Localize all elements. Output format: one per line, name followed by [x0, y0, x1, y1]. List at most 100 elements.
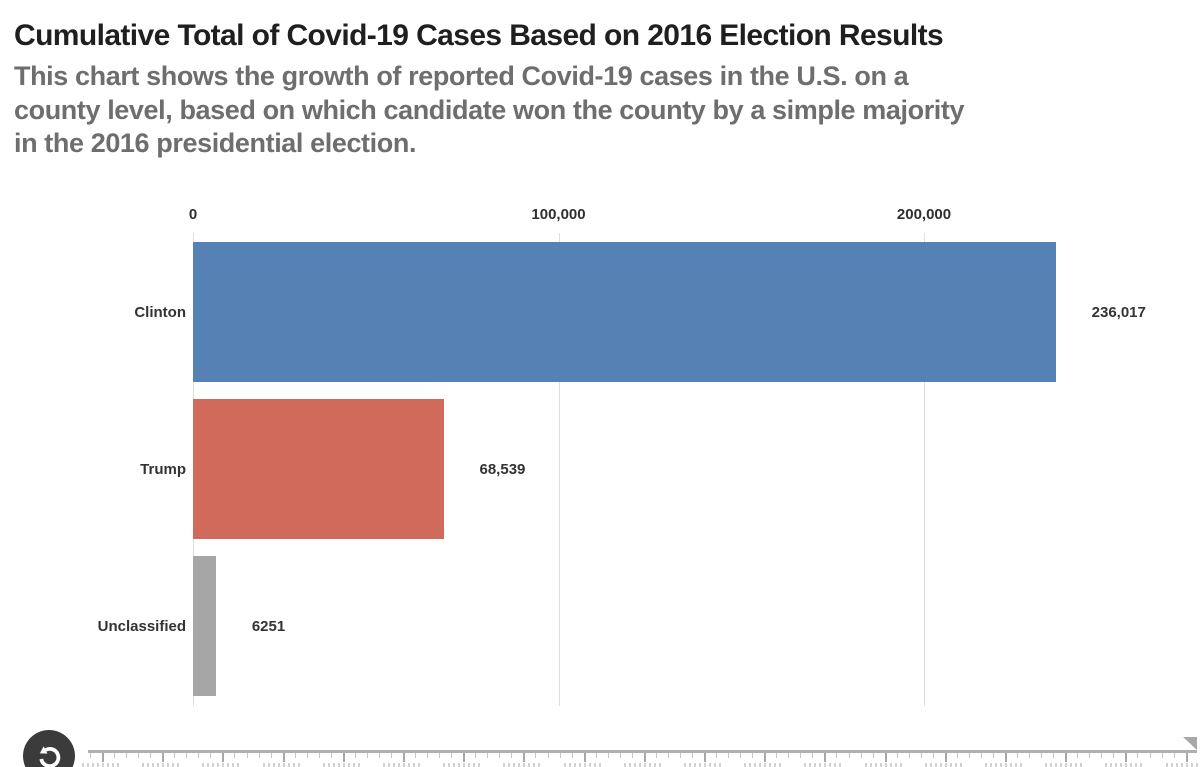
- timeline-tick-major: [944, 753, 947, 762]
- timeline-tick-major: [282, 753, 285, 762]
- gridline: [924, 233, 925, 706]
- bar-clinton: [193, 242, 1056, 382]
- timeline-tick-major: [162, 753, 165, 762]
- timeline-tick-minor: [776, 753, 778, 758]
- timeline-tick-minor: [487, 753, 489, 758]
- timeline-ruler[interactable]: [88, 750, 1197, 753]
- timeline-tick-minor: [872, 753, 874, 758]
- timeline-tick-minor: [1161, 753, 1163, 758]
- timeline-tick-label-fragment: [262, 763, 303, 767]
- timeline-tick-label-fragment: [623, 763, 664, 767]
- timeline-handle[interactable]: [1183, 737, 1197, 750]
- timeline-tick-minor: [547, 753, 549, 758]
- timeline-tick-minor: [499, 753, 501, 758]
- timeline-tick-major: [523, 753, 526, 762]
- timeline-tick-minor: [366, 753, 368, 758]
- timeline-tick-minor: [354, 753, 356, 758]
- category-label: Unclassified: [97, 617, 186, 635]
- timeline-tick-label-fragment: [684, 763, 725, 767]
- timeline-tick-minor: [1017, 753, 1019, 758]
- timeline-tick-minor: [451, 753, 453, 758]
- timeline-tick-label-fragment: [1045, 763, 1086, 767]
- subtitle-line-1: This chart shows the growth of reported …: [14, 61, 909, 91]
- timeline-tick-minor: [1029, 753, 1031, 758]
- timeline-tick-minor: [1077, 753, 1079, 758]
- timeline-tick-minor: [511, 753, 513, 758]
- timeline-tick-minor: [246, 753, 248, 758]
- timeline-tick-minor: [812, 753, 814, 758]
- timeline-tick-minor: [860, 753, 862, 758]
- timeline-tick-minor: [174, 753, 176, 758]
- timeline-tick-minor: [908, 753, 910, 758]
- timeline-tick-minor: [752, 753, 754, 758]
- x-axis-tick-label: 200,000: [896, 206, 952, 223]
- timeline-tick-label-fragment: [985, 763, 1026, 767]
- x-axis-tick-label: 0: [188, 206, 198, 223]
- timeline-tick-minor: [234, 753, 236, 758]
- timeline-tick-major: [824, 753, 827, 762]
- bar-row-clinton: Clinton 236,017: [0, 242, 1200, 382]
- timeline-tick-major: [342, 753, 345, 762]
- chart-subtitle: This chart shows the growth of reported …: [14, 60, 1194, 161]
- timeline-tick-minor: [330, 753, 332, 758]
- replay-button[interactable]: [23, 730, 75, 767]
- timeline-tick-minor: [294, 753, 296, 758]
- timeline-tick-minor: [150, 753, 152, 758]
- timeline-tick-minor: [800, 753, 802, 758]
- timeline-tick-minor: [1149, 753, 1151, 758]
- timeline-tick-major: [884, 753, 887, 762]
- timeline-tick-minor: [1113, 753, 1115, 758]
- timeline-tick-major: [403, 753, 406, 762]
- x-axis: 0 100,000 200,000: [0, 206, 1200, 230]
- timeline-tick-major: [704, 753, 707, 762]
- timeline-tick-minor: [270, 753, 272, 758]
- timeline-tick-label-fragment: [924, 763, 965, 767]
- subtitle-line-2: county level, based on which candidate w…: [14, 94, 965, 125]
- subtitle-line-3: in the 2016 presidential election.: [14, 128, 417, 158]
- timeline-tick-minor: [1137, 753, 1139, 758]
- timeline-tick-minor: [968, 753, 970, 758]
- timeline-tick-minor: [391, 753, 392, 758]
- plot-area: Clinton 236,017 Trump 68,539 Unclassified 625…: [0, 232, 1200, 706]
- timeline-tick-minor: [716, 753, 718, 758]
- timeline-tick-label-fragment: [1165, 763, 1200, 767]
- timeline-tick-minor: [114, 753, 116, 758]
- timeline-tick-minor: [932, 753, 934, 758]
- timeline-tick-minor: [836, 753, 838, 758]
- timeline-tick-minor: [439, 753, 441, 758]
- timeline-tick-minor: [1041, 753, 1043, 758]
- timeline-tick-label-fragment: [202, 763, 243, 767]
- timeline-tick-minor: [607, 753, 609, 758]
- timeline-tick-minor: [210, 753, 212, 758]
- timeline-tick-label-fragment: [383, 763, 424, 767]
- timeline-tick-label-fragment: [503, 763, 544, 767]
- timeline-tick-minor: [993, 753, 994, 758]
- timeline-tick-major: [1065, 753, 1068, 762]
- timeline-tick-minor: [631, 753, 633, 758]
- gridline: [558, 233, 560, 706]
- timeline-tick-minor: [535, 753, 537, 758]
- bar-trump: [193, 399, 444, 539]
- timeline-tick-label-fragment: [744, 763, 785, 767]
- timeline-tick-minor: [126, 753, 128, 758]
- timeline-tick-major: [1125, 753, 1128, 762]
- timeline-tick-minor: [427, 753, 429, 758]
- timeline-tick-minor: [848, 753, 850, 758]
- timeline-tick-minor: [198, 753, 200, 758]
- timeline-tick-label-fragment: [1105, 763, 1146, 767]
- timeline-tick-major: [764, 753, 767, 762]
- timeline-tick-minor: [595, 753, 597, 758]
- timeline-tick-major: [583, 753, 586, 762]
- timeline-tick-minor: [559, 753, 561, 758]
- bar-unclassified: [193, 556, 216, 696]
- replay-icon: [31, 730, 67, 767]
- timeline-tick-major: [222, 753, 225, 762]
- timeline-tick-minor: [655, 753, 657, 758]
- timeline-tick-minor: [186, 753, 188, 758]
- category-label: Clinton: [134, 303, 186, 321]
- timeline-tick-minor: [920, 753, 922, 758]
- timeline-tick-minor: [306, 753, 308, 758]
- timeline-tick-minor: [90, 753, 91, 758]
- category-label: Trump: [140, 460, 186, 478]
